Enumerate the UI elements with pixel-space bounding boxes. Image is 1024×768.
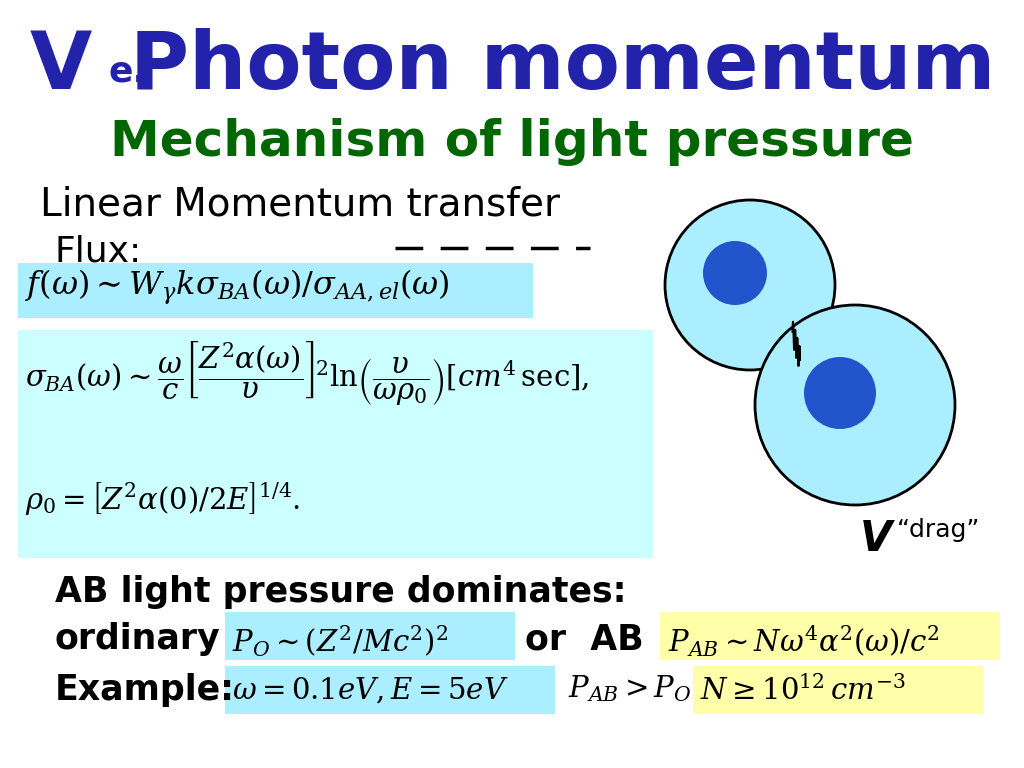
Text: $N \geq 10^{12}\,cm^{-3}$: $N \geq 10^{12}\,cm^{-3}$ [700,675,906,706]
Bar [18,330,653,558]
Text: Example:: Example: [55,673,234,707]
Bar [18,263,534,318]
Text: $P_{AB} \sim N\omega^4\alpha^2(\omega)/c^2$: $P_{AB} \sim N\omega^4\alpha^2(\omega)/c… [668,624,940,659]
Text: Linear Momentum transfer: Linear Momentum transfer [40,185,560,223]
Text: “drag”: “drag” [897,518,980,542]
Text: AB light pressure dominates:: AB light pressure dominates: [55,575,627,609]
Bar [660,612,1000,660]
Ellipse shape [755,305,955,505]
Ellipse shape [665,200,835,370]
Text: $P_O \sim (Z^2/Mc^2)^2$: $P_O \sim (Z^2/Mc^2)^2$ [232,624,449,659]
Bar [693,666,983,714]
Text: $\sigma_{BA}(\omega) \sim \dfrac{\omega}{c}\left[\dfrac{Z^2\alpha(\omega)}{\upsi: $\sigma_{BA}(\omega) \sim \dfrac{\omega}… [25,338,589,407]
Circle shape [703,241,767,305]
Text: e.: e. [108,55,146,89]
Text: Flux:: Flux: [55,235,142,269]
Text: V: V [30,28,92,106]
Text: Mechanism of light pressure: Mechanism of light pressure [110,118,914,166]
Text: ordinary: ordinary [55,622,220,656]
Text: $f(\omega) \sim W_\gamma k\sigma_{BA}(\omega)/\sigma_{AA,el}(\omega)$: $f(\omega) \sim W_\gamma k\sigma_{BA}(\o… [25,268,450,307]
Text: $P_{AB} > P_O$: $P_{AB} > P_O$ [568,673,692,703]
Circle shape [804,357,876,429]
Bar [225,612,515,660]
Text: Photon momentum effects: Photon momentum effects [130,28,1024,106]
Bar [225,666,555,714]
Text: $\omega = 0.1eV, E = 5eV$: $\omega = 0.1eV, E = 5eV$ [232,675,509,705]
Text: $\rho_0 = \left[Z^2\alpha(0)/2E\right]^{1/4}.$: $\rho_0 = \left[Z^2\alpha(0)/2E\right]^{… [25,480,300,517]
Text: V: V [860,518,892,560]
Text: or  AB: or AB [525,622,644,656]
